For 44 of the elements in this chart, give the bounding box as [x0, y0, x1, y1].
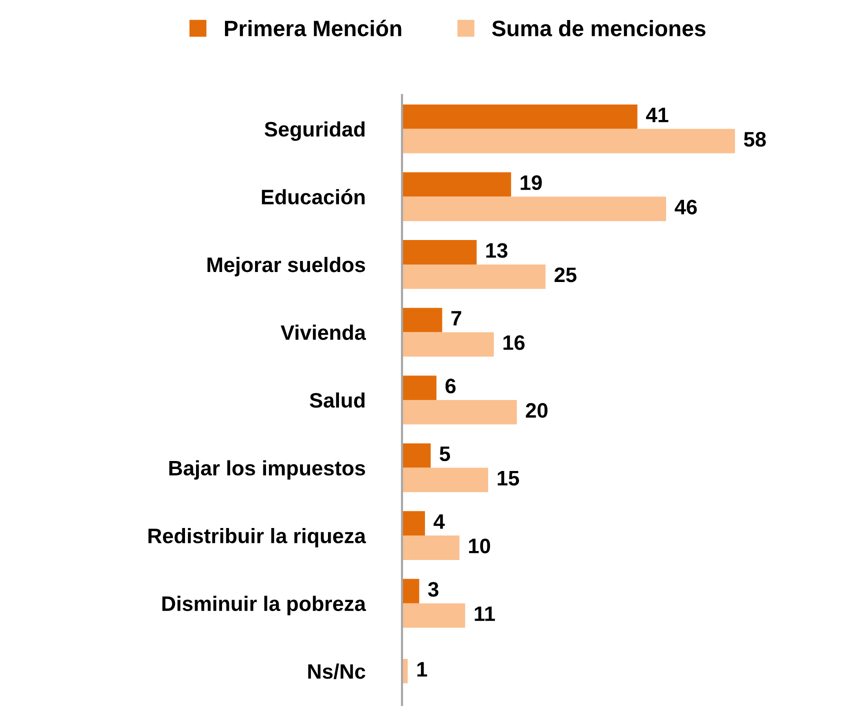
legend-label: Primera Mención [224, 20, 402, 36]
bar [402, 240, 477, 264]
bar [402, 578, 420, 604]
bar [402, 468, 488, 492]
bar [402, 128, 735, 154]
bar [402, 603, 466, 628]
bar [402, 443, 431, 468]
bar [402, 172, 512, 197]
bar [402, 104, 638, 129]
y-tick-label: Ns/Nc [308, 664, 366, 680]
data-label: 25 [554, 267, 576, 282]
data-label: 20 [526, 403, 548, 418]
y-tick-label: Salud [310, 392, 365, 408]
data-label: 5 [440, 446, 450, 462]
bar [402, 332, 494, 357]
data-label: 6 [446, 378, 456, 394]
y-tick-label: Disminuir la pobreza [162, 596, 366, 616]
y-tick-label: Seguridad [264, 121, 365, 141]
bar [402, 308, 442, 332]
data-label: 41 [646, 108, 668, 122]
y-tick-label: Bajar los impuestos [169, 460, 366, 480]
data-label: 1 [417, 662, 428, 676]
y-tick-label: Educación [262, 188, 365, 204]
data-label: 58 [744, 132, 766, 147]
data-label: 16 [504, 335, 525, 350]
data-label: 3 [428, 582, 438, 597]
y-tick-label: Redistribuir la riqueza [148, 528, 366, 548]
bar [402, 264, 546, 289]
bar [402, 376, 436, 400]
bar [402, 196, 666, 222]
y-tick-label: Vivienda [280, 324, 366, 340]
data-label: 10 [469, 538, 490, 554]
data-label: 13 [486, 243, 508, 258]
bar [402, 536, 460, 560]
bar [402, 400, 517, 424]
data-label: 46 [674, 200, 697, 214]
data-label: 15 [498, 471, 520, 486]
data-label: 4 [434, 514, 445, 529]
legend-label: Suma de menciones [492, 20, 706, 36]
data-label: 7 [451, 311, 462, 326]
data-label: 11 [474, 606, 495, 621]
data-label: 19 [520, 175, 542, 190]
bar [402, 511, 425, 536]
y-tick-label: Mejorar sueldos [208, 256, 366, 276]
